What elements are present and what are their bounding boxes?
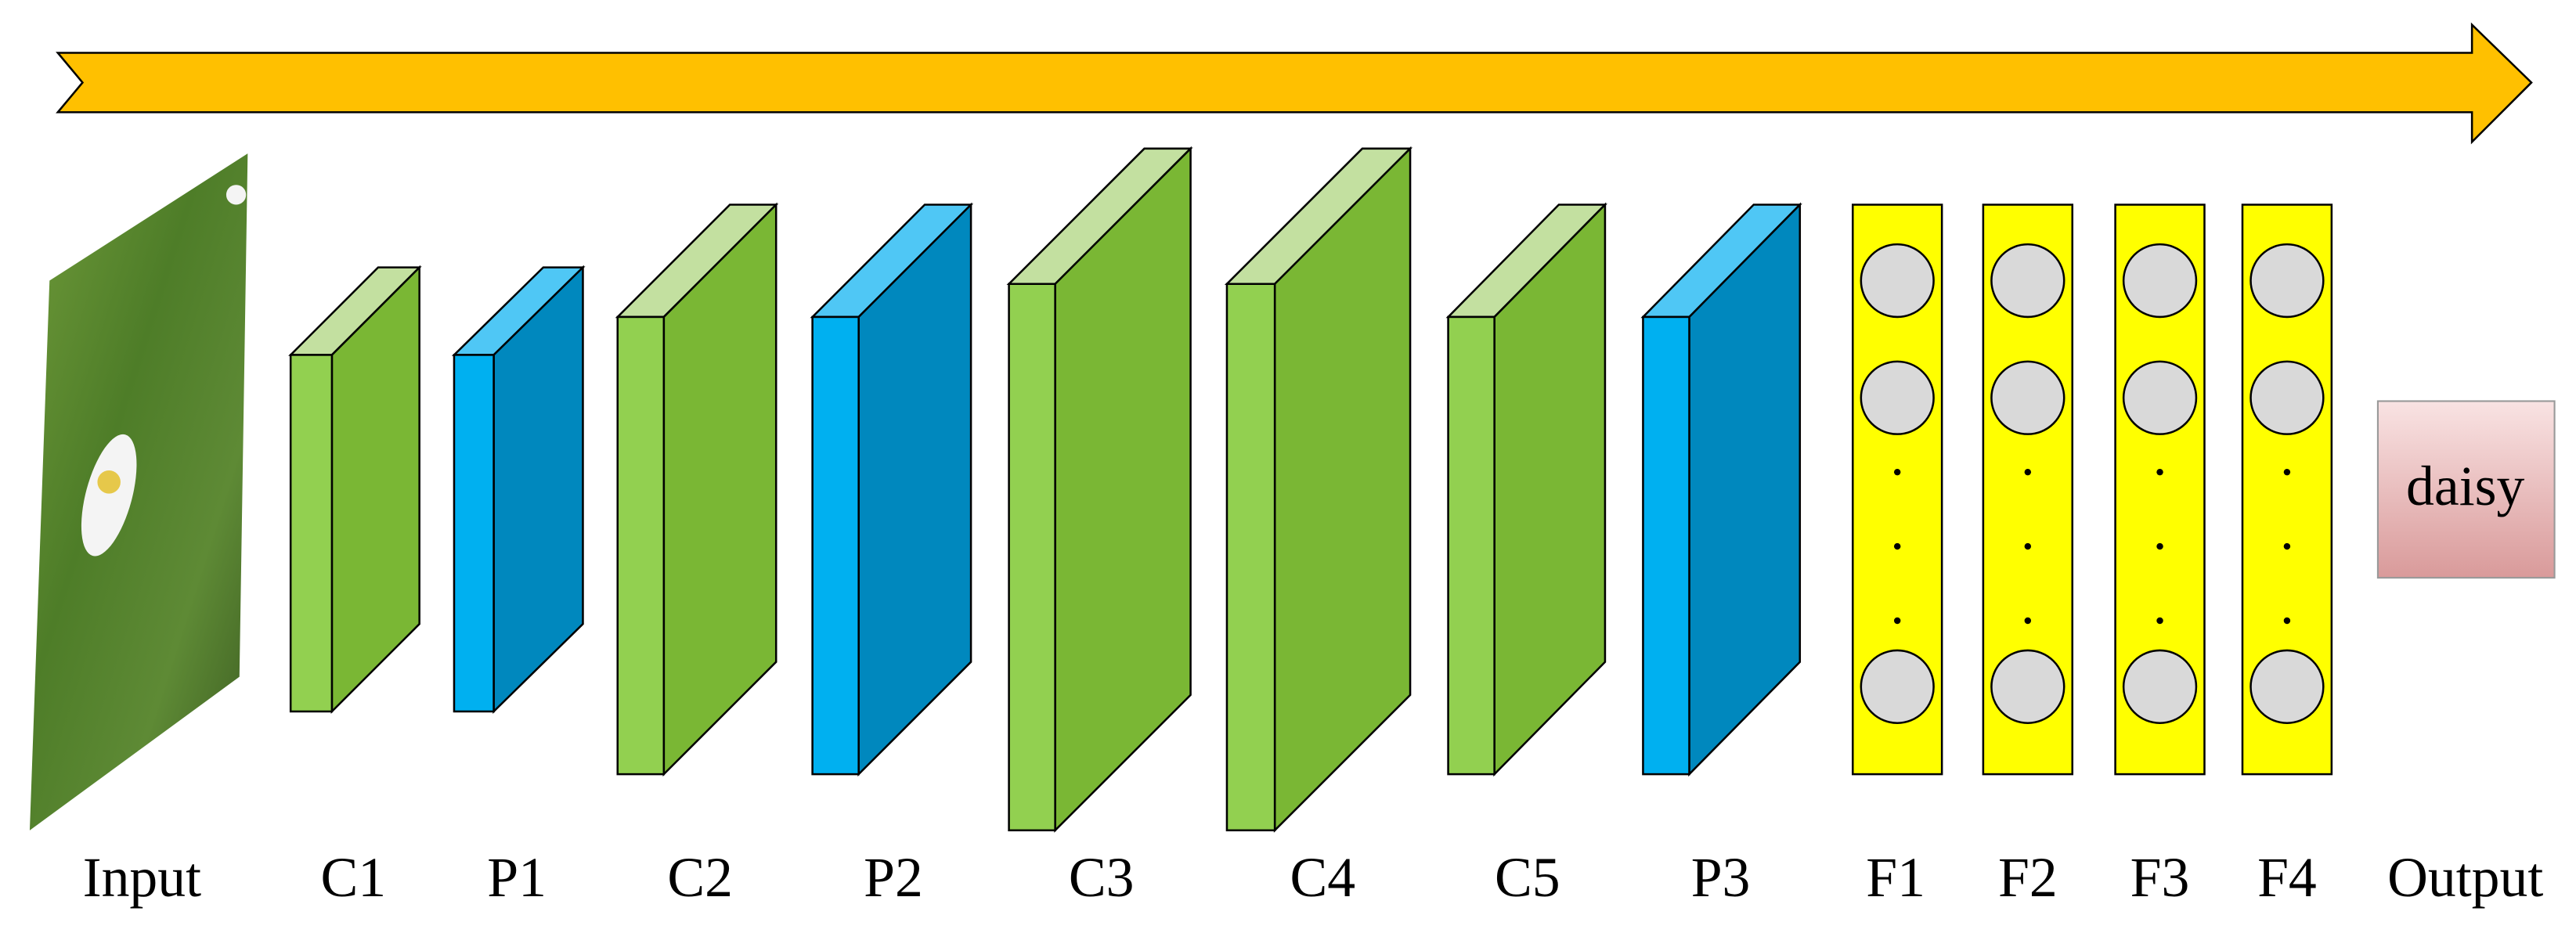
layer-label: F3 [2130, 846, 2190, 909]
neuron [1860, 360, 1935, 435]
layer-label: F2 [1998, 846, 2058, 909]
ellipsis-dot [1893, 468, 1901, 476]
output-box: daisy [2376, 400, 2556, 579]
ellipsis-dot [2156, 468, 2163, 476]
ellipsis-dot [2156, 542, 2163, 550]
neuron [1860, 243, 1935, 319]
neuron [1990, 360, 2065, 435]
ellipsis-dot [2283, 468, 2291, 476]
layer-front [1642, 315, 1690, 776]
ellipsis-dot [2024, 617, 2032, 625]
layer-front [1008, 283, 1056, 832]
layer-label: P1 [487, 846, 547, 909]
neuron [2122, 360, 2198, 435]
layer-label: Input [83, 846, 201, 909]
layer-front [289, 354, 334, 713]
layer-front [1447, 315, 1495, 776]
ellipsis-dot [2283, 617, 2291, 625]
ellipsis-dot [1893, 617, 1901, 625]
neuron [2249, 243, 2325, 319]
output-class: daisy [2406, 455, 2524, 517]
neuron [2122, 649, 2198, 724]
ellipsis-dot [2024, 468, 2032, 476]
neuron [1860, 649, 1935, 724]
ellipsis-dot [1893, 542, 1901, 550]
ellipsis-dot [2283, 542, 2291, 550]
layer-label: C4 [1290, 846, 1355, 909]
layer-label: P3 [1691, 846, 1751, 909]
ellipsis-dot [2024, 542, 2032, 550]
ellipsis-dot [2156, 617, 2163, 625]
layer-front [616, 315, 666, 776]
flow-arrow [56, 22, 2533, 145]
layer-label: Output [2387, 846, 2543, 909]
layer-label: F4 [2257, 846, 2317, 909]
layer-front [811, 315, 860, 776]
layer-front [1225, 283, 1276, 832]
layer-label: F1 [1866, 846, 1925, 909]
layer-label: C5 [1495, 846, 1560, 909]
input-image [29, 153, 248, 830]
layer-label: C2 [667, 846, 733, 909]
neuron [2249, 649, 2325, 724]
layer-front [453, 354, 495, 713]
layer-label: C3 [1069, 846, 1135, 909]
neuron [2122, 243, 2198, 319]
layer-label: P2 [864, 846, 923, 909]
neuron [1990, 243, 2065, 319]
neuron [1990, 649, 2065, 724]
neuron [2249, 360, 2325, 435]
layer-label: C1 [320, 846, 386, 909]
